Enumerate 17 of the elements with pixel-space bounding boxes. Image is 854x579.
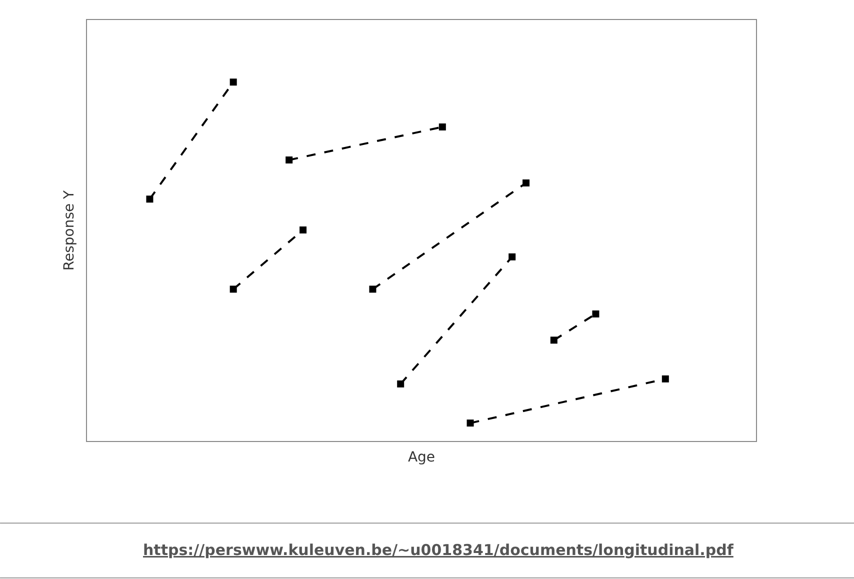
point — [300, 226, 307, 234]
point — [592, 310, 600, 318]
point — [522, 179, 530, 186]
y-axis-title: Response Y — [62, 190, 78, 271]
point — [397, 380, 404, 388]
point — [550, 336, 558, 344]
point — [438, 123, 446, 130]
point — [146, 196, 154, 203]
point — [286, 156, 293, 164]
point — [230, 78, 237, 86]
point — [230, 286, 237, 293]
point — [662, 375, 669, 382]
text: https://perswww.kuleuven.be/~u0018341/documents/longitudinal.pdf — [143, 541, 734, 559]
point — [369, 286, 376, 293]
point — [508, 253, 516, 260]
x-axis-title: Age — [408, 450, 436, 466]
point — [466, 420, 474, 427]
